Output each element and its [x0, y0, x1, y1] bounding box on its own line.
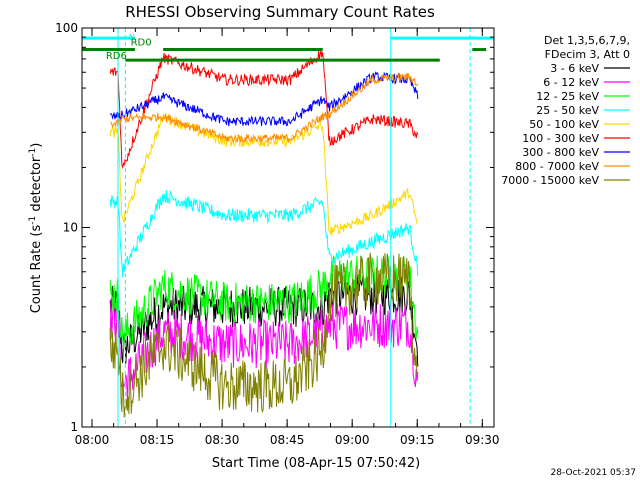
legend: Det 1,3,5,6,7,9,FDecim 3, Att 03 - 6 keV… [501, 34, 630, 187]
flag-label-rd0: RD0 [131, 38, 152, 49]
chart-title: RHESSI Observing Summary Count Rates [125, 3, 435, 21]
series-line-9 [109, 252, 419, 418]
legend-label-7: 300 - 800 keV [522, 146, 599, 159]
legend-header-1: Det 1,3,5,6,7,9, [544, 34, 630, 47]
flag-label-rd6: RD6 [106, 51, 127, 62]
y-axis-label-part3: ) [29, 143, 44, 148]
x-tick-label-3: 08:30 [205, 433, 240, 447]
axis-ticks: 08:00 08:15 08:30 08:45 09:00 09:15 09:30 1 10 10… [55, 21, 499, 447]
legend-label-2: 6 - 12 keV [543, 76, 599, 89]
y-tick-label-1: 1 [70, 420, 78, 434]
legend-label-4: 25 - 50 keV [536, 104, 599, 117]
y-axis-label-sup2: -1 [28, 148, 38, 157]
footer-timestamp: 28-Oct-2021 05:37 [551, 468, 636, 478]
legend-label-9: 7000 - 15000 keV [501, 174, 599, 187]
plot-inner [82, 28, 494, 427]
legend-header-2: FDecim 3, Att 0 [545, 48, 630, 61]
y-axis-label: Count Rate (s-1 detector-1) [28, 143, 44, 314]
series-line-2 [109, 297, 419, 403]
x-tick-label-1: 08:00 [75, 433, 110, 447]
y-tick-label-3: 100 [55, 21, 78, 35]
series-line-5 [109, 113, 418, 236]
flag-label-n: N [129, 33, 135, 42]
x-tick-label-6: 09:15 [400, 433, 435, 447]
legend-label-1: 3 - 6 keV [550, 62, 599, 75]
y-tick-label-2: 10 [63, 221, 78, 235]
legend-label-8: 800 - 7000 keV [515, 160, 599, 173]
x-tick-label-2: 08:15 [140, 433, 175, 447]
x-tick-label-4: 08:45 [270, 433, 305, 447]
x-tick-label-7: 09:30 [465, 433, 500, 447]
series-line-4 [109, 190, 419, 278]
x-tick-label-5: 09:00 [335, 433, 370, 447]
x-axis-label: Start Time (08-Apr-15 07:50:42) [212, 456, 420, 471]
legend-label-3: 12 - 25 keV [536, 90, 599, 103]
y-axis-label-part2: detector [29, 156, 44, 216]
y-axis-label-part1: Count Rate (s [29, 225, 44, 314]
legend-label-6: 100 - 300 keV [522, 132, 599, 145]
y-axis-label-sup1: -1 [28, 216, 38, 225]
legend-label-5: 50 - 100 keV [529, 118, 599, 131]
series-line-8 [109, 72, 419, 144]
